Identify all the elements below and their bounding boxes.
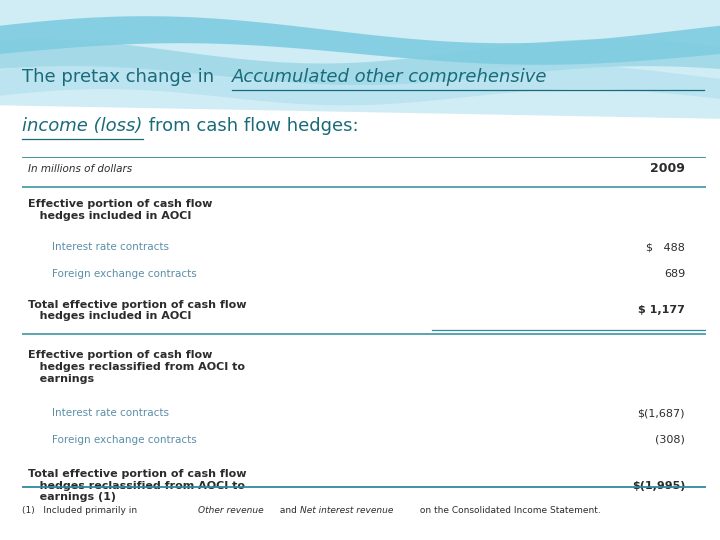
Polygon shape — [0, 39, 720, 85]
Polygon shape — [0, 65, 720, 105]
Text: Accumulated other comprehensive: Accumulated other comprehensive — [233, 68, 548, 86]
FancyBboxPatch shape — [0, 0, 720, 135]
Text: Total effective portion of cash flow
   hedges reclassified from AOCI to
   earn: Total effective portion of cash flow hed… — [29, 469, 247, 502]
Text: Foreign exchange contracts: Foreign exchange contracts — [53, 435, 197, 444]
Text: Interest rate contracts: Interest rate contracts — [53, 242, 169, 252]
Text: In millions of dollars: In millions of dollars — [29, 164, 132, 173]
Text: income (loss): income (loss) — [22, 117, 142, 135]
Text: Net interest revenue: Net interest revenue — [300, 506, 393, 515]
Text: and: and — [277, 506, 300, 515]
Text: Effective portion of cash flow
   hedges reclassified from AOCI to
   earnings: Effective portion of cash flow hedges re… — [29, 350, 246, 383]
Text: from cash flow hedges:: from cash flow hedges: — [143, 117, 359, 135]
Text: $ 1,177: $ 1,177 — [638, 306, 685, 315]
Text: Other revenue: Other revenue — [198, 506, 264, 515]
Text: 2009: 2009 — [650, 162, 685, 175]
Text: Interest rate contracts: Interest rate contracts — [53, 408, 169, 418]
Text: (1)   Included primarily in: (1) Included primarily in — [22, 506, 140, 515]
Text: Foreign exchange contracts: Foreign exchange contracts — [53, 268, 197, 279]
Text: (308): (308) — [655, 435, 685, 444]
Polygon shape — [0, 105, 720, 135]
Text: $   488: $ 488 — [647, 242, 685, 252]
Text: $(1,687): $(1,687) — [638, 408, 685, 418]
Text: The pretax change in: The pretax change in — [22, 68, 220, 86]
Text: 689: 689 — [664, 268, 685, 279]
Text: on the Consolidated Income Statement.: on the Consolidated Income Statement. — [417, 506, 600, 515]
Text: Total effective portion of cash flow
   hedges included in AOCI: Total effective portion of cash flow hed… — [29, 300, 247, 321]
Text: $(1,995): $(1,995) — [631, 481, 685, 491]
Polygon shape — [0, 16, 720, 65]
Text: Effective portion of cash flow
   hedges included in AOCI: Effective portion of cash flow hedges in… — [29, 199, 213, 221]
